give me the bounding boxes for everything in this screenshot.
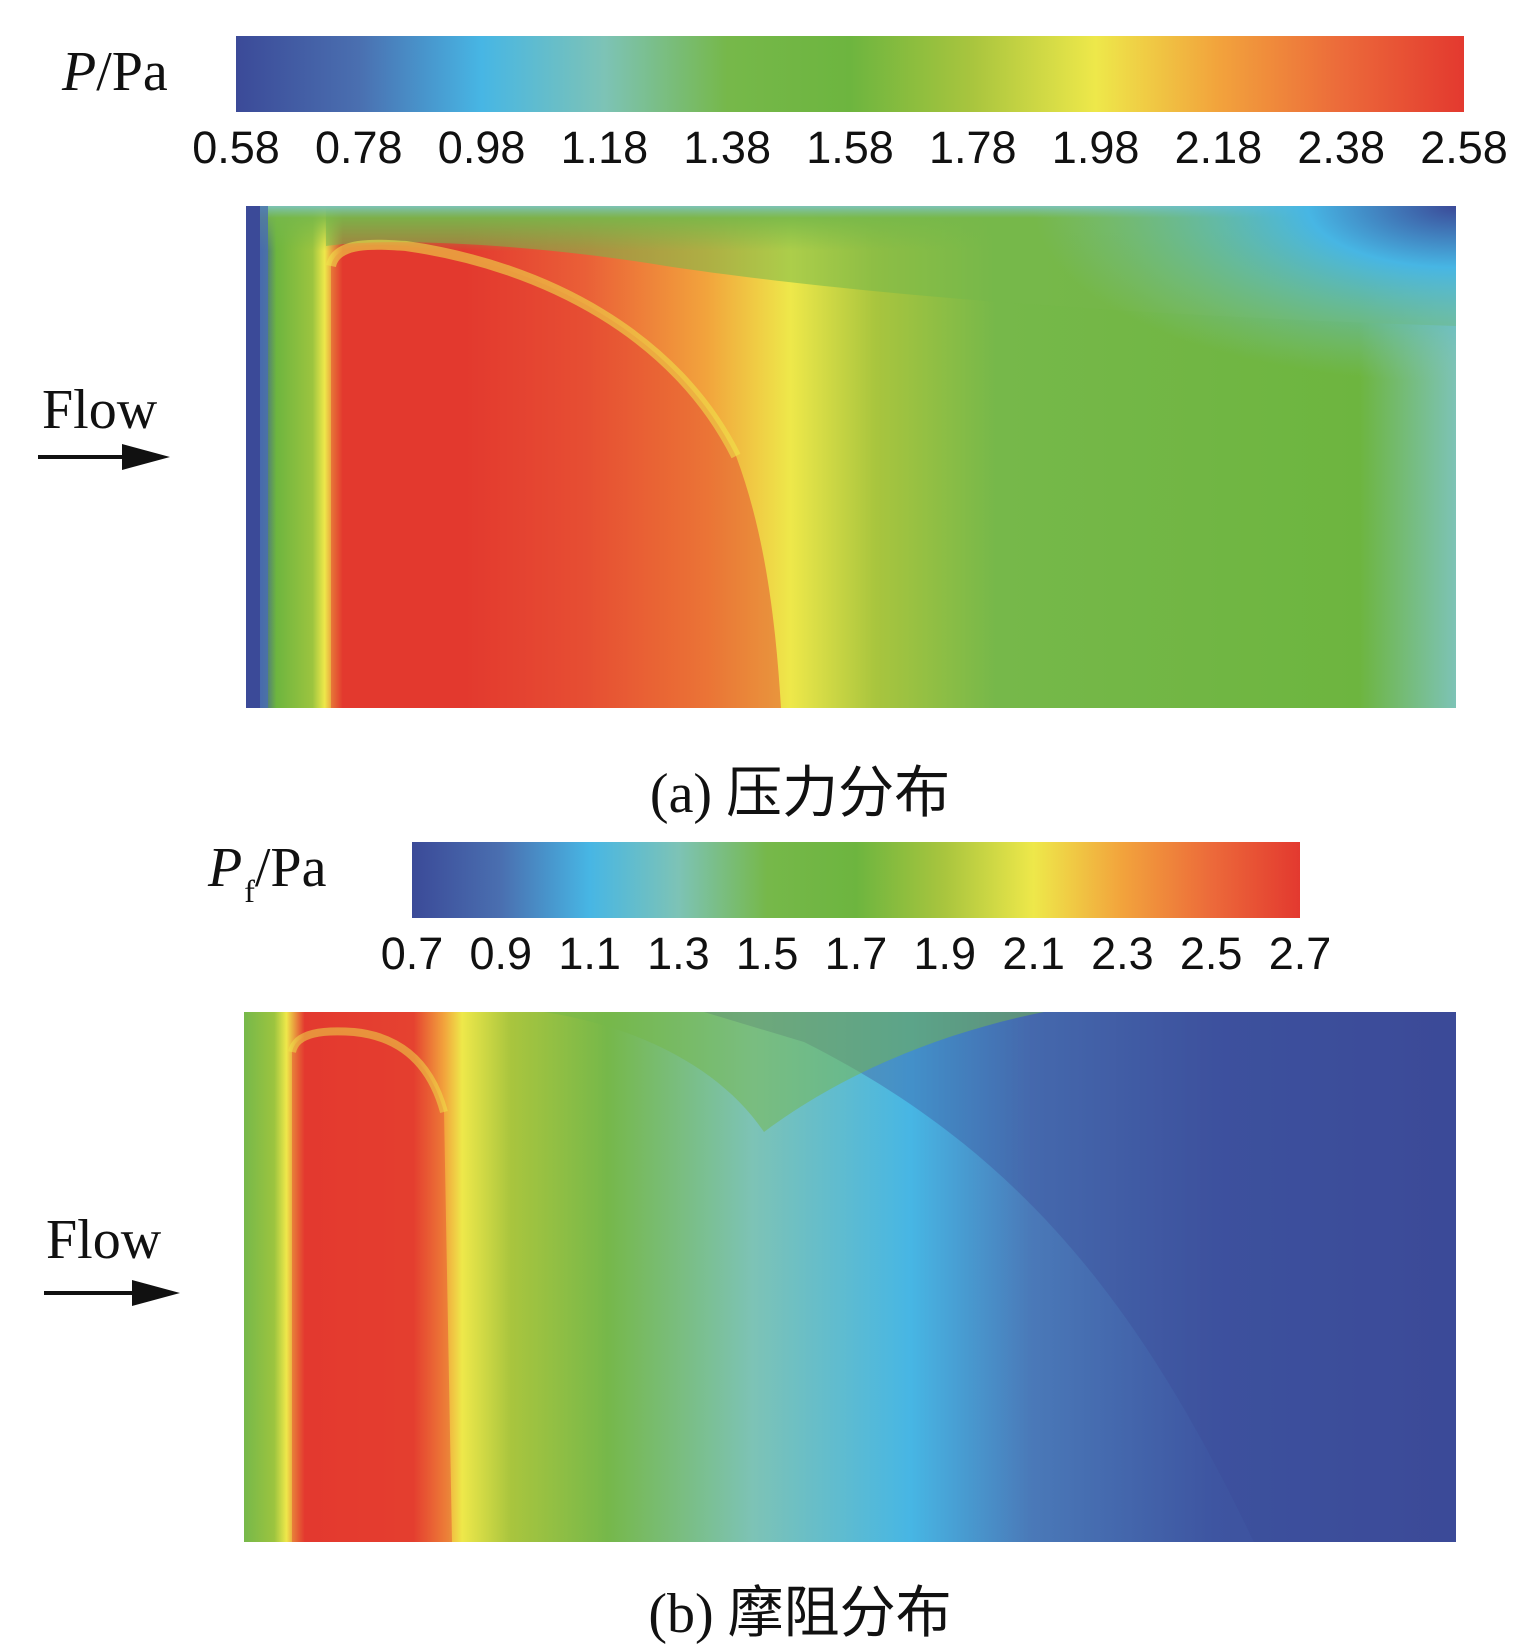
caption-a: (a) 压力分布 <box>649 763 951 825</box>
colorbar-tick-label: 1.3 <box>647 928 710 979</box>
colorbar-tick-label: 1.9 <box>913 928 977 979</box>
flow-arrow-b <box>44 1280 180 1306</box>
colorbar-tick-label: 0.9 <box>469 928 533 979</box>
colorbar-b <box>412 842 1300 918</box>
colorbar-a <box>236 36 1464 112</box>
colorbar-tick-label: 0.7 <box>380 928 444 979</box>
colorbar-tick-label: 2.3 <box>1091 928 1154 979</box>
friction-field-plot <box>244 1012 1456 1542</box>
pressure-field-plot <box>246 206 1456 708</box>
colorbar-tick-label: 1.78 <box>929 122 1017 173</box>
colorbar-tick-label: 2.58 <box>1420 122 1508 173</box>
colorbar-tick-label: 0.58 <box>192 122 280 173</box>
colorbar-tick-label: 1.58 <box>806 122 894 173</box>
colorbar-tick-label: 1.5 <box>735 928 799 979</box>
flow-label-b: Flow <box>46 1209 162 1271</box>
colorbar-tick-label: 1.98 <box>1051 122 1140 173</box>
colorbar-tick-label: 2.5 <box>1179 928 1243 979</box>
caption-b: (b) 摩阻分布 <box>648 1583 952 1645</box>
colorbar-tick-label: 0.78 <box>315 122 403 173</box>
colorbar-tick-label: 2.38 <box>1297 122 1385 173</box>
colorbar-tick-label: 2.1 <box>1002 928 1065 979</box>
colorbar-label-a: P/Pa <box>62 41 168 103</box>
colorbar-tick-label: 2.18 <box>1174 122 1263 173</box>
colorbar-tick-label: 2.7 <box>1268 928 1332 979</box>
colorbar-tick-label: 1.38 <box>683 122 771 173</box>
colorbar-tick-label: 1.18 <box>560 122 649 173</box>
colorbar-tick-label: 1.1 <box>558 928 621 979</box>
flow-label-a: Flow <box>42 379 158 441</box>
colorbar-tick-label: 1.7 <box>824 928 888 979</box>
colorbar-tick-label: 0.98 <box>437 122 526 173</box>
colorbar-label-b: Pf/Pa <box>208 837 327 909</box>
flow-arrow-a <box>38 444 170 470</box>
